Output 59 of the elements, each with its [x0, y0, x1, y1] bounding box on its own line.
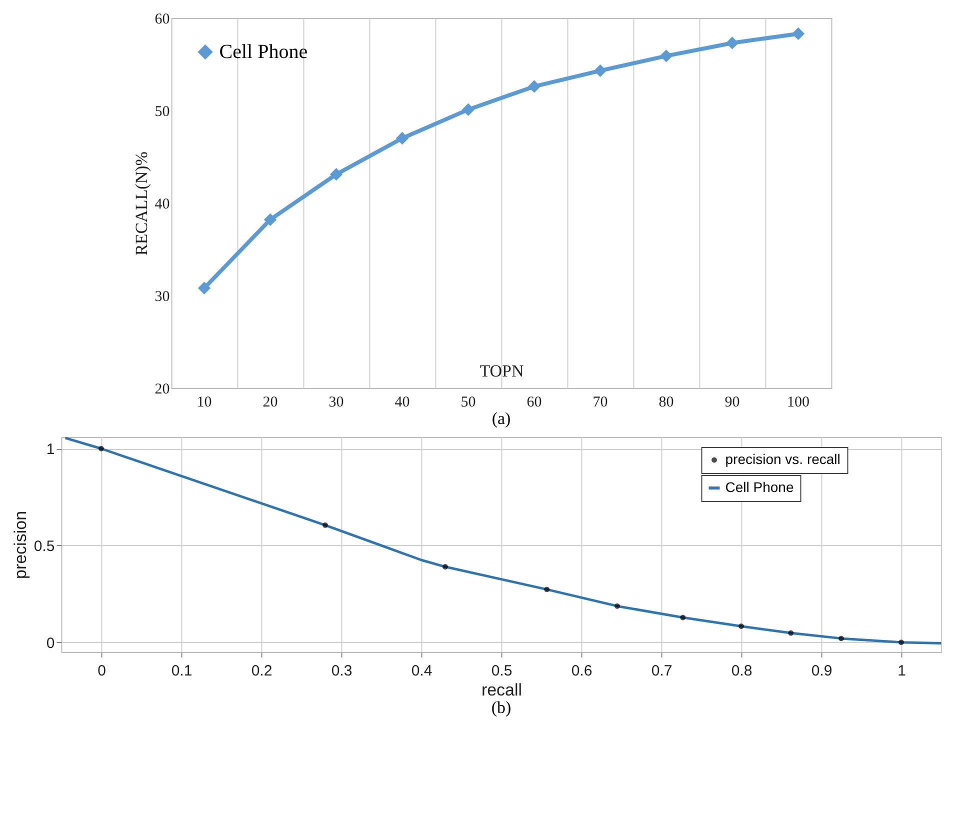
legend-label: Cell Phone	[219, 41, 308, 63]
point	[528, 80, 541, 93]
x-tick-label: 0.9	[811, 662, 832, 680]
point	[396, 132, 409, 145]
point	[594, 64, 607, 78]
x-tick-label: 0.6	[571, 662, 592, 680]
x-tick-label: 100	[787, 394, 810, 410]
y-tick-label: 1	[46, 441, 55, 458]
x-tick-label: 0.3	[331, 662, 352, 680]
legend-label: precision vs. recall	[725, 451, 840, 467]
x-tick-label: 0.4	[411, 662, 432, 680]
x-axis-title: TOPN	[480, 362, 524, 380]
x-tick-label: 0.1	[171, 662, 192, 680]
x-tick-label: 0.5	[491, 662, 512, 680]
y-axis-title: precision	[10, 510, 30, 580]
x-tick-label: 40	[394, 394, 410, 410]
x-tick-label: 90	[724, 394, 740, 410]
point	[680, 614, 686, 620]
x-tick-label: 0.7	[651, 662, 672, 680]
point	[660, 50, 673, 62]
y-tick-label: 30	[154, 289, 170, 305]
text: (a)	[492, 409, 511, 428]
point	[442, 564, 448, 570]
legend-label: Cell Phone	[725, 479, 794, 495]
line-series	[64, 437, 942, 645]
y-tick-label: 40	[154, 196, 170, 212]
x-tick-label: 80	[658, 394, 674, 410]
point	[98, 446, 104, 452]
x-tick-label: 1	[898, 662, 906, 680]
x-tick-label: 60	[526, 394, 542, 410]
x-tick-label: 0	[98, 662, 106, 680]
point	[322, 522, 328, 528]
y-tick-label: 0.5	[34, 538, 55, 555]
point	[738, 624, 744, 629]
point	[198, 282, 211, 294]
x-tick-label: 20	[262, 394, 278, 410]
point	[898, 640, 904, 646]
point	[544, 586, 550, 592]
x-tick-label: 50	[460, 394, 476, 410]
y-axis-title: RECALL(N)%	[132, 152, 151, 256]
y-tick-label: 0	[46, 634, 55, 652]
x-axis-title: recall	[481, 680, 522, 700]
point	[614, 603, 620, 609]
point	[330, 168, 343, 181]
point	[788, 630, 794, 636]
text: (b)	[491, 698, 512, 717]
x-tick-label: 30	[328, 394, 344, 410]
y-tick-label: 60	[154, 12, 170, 28]
y-tick-label: 20	[154, 382, 170, 398]
point	[838, 636, 844, 642]
x-tick-label: 0.8	[731, 662, 752, 680]
x-tick-label: 10	[196, 394, 212, 410]
point	[462, 103, 475, 116]
y-tick-label: 50	[154, 104, 170, 120]
x-tick-label: 70	[592, 394, 608, 410]
x-tick-label: 0.2	[251, 662, 272, 680]
point	[792, 27, 805, 40]
point	[726, 36, 739, 50]
point	[264, 213, 277, 226]
